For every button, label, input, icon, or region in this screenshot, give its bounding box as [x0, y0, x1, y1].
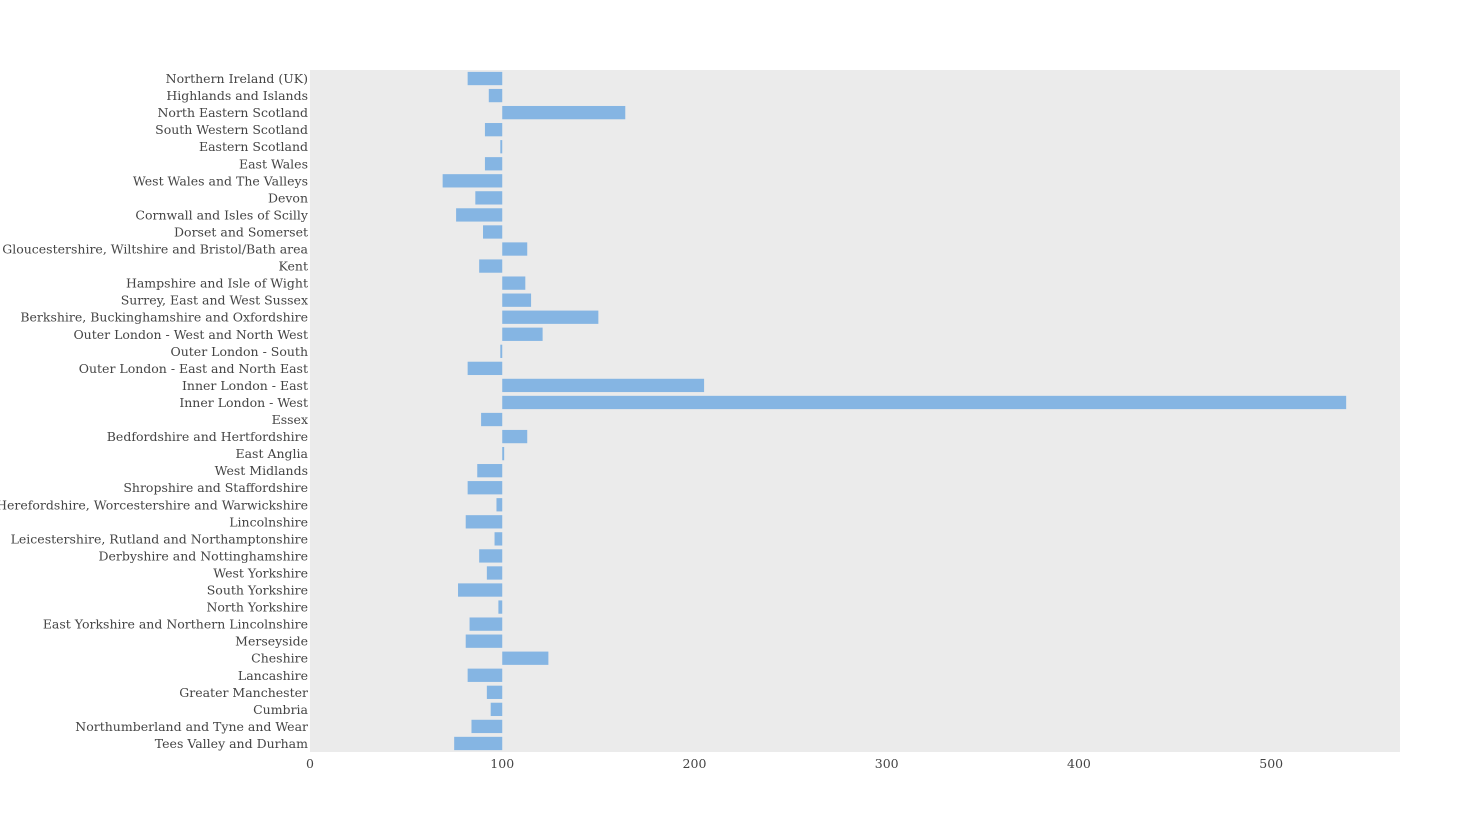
x-tick-label: 400 [1067, 756, 1091, 771]
category-label: West Midlands [215, 463, 308, 478]
category-label: Kent [279, 259, 308, 274]
category-label: Shropshire and Staffordshire [123, 480, 308, 495]
bar-30 [458, 583, 503, 597]
bar-36 [486, 685, 503, 699]
category-label: Cheshire [251, 651, 308, 666]
bar-17 [467, 361, 503, 376]
category-label: Leicestershire, Rutland and Northamptons… [11, 531, 308, 546]
bar-16 [500, 344, 503, 358]
bar-0 [467, 71, 503, 86]
bar-39 [454, 736, 503, 751]
bars-group [442, 71, 1347, 751]
bar-11 [479, 259, 503, 273]
bar-22 [502, 446, 505, 461]
x-tick-label: 500 [1259, 756, 1283, 771]
plot-background [310, 70, 1400, 752]
bar-29 [486, 566, 503, 580]
bar-26 [465, 515, 503, 529]
bar-13 [502, 293, 532, 307]
bar-23 [477, 464, 503, 478]
category-label: Cumbria [253, 702, 308, 717]
category-label: Northumberland and Tyne and Wear [75, 719, 308, 734]
category-label: Inner London - East [182, 378, 308, 393]
bar-19 [502, 395, 1347, 410]
category-label: Hampshire and Isle of Wight [126, 276, 308, 291]
bar-37 [490, 702, 503, 717]
category-label: East Wales [239, 156, 308, 171]
category-label: Outer London - East and North East [79, 361, 308, 376]
bar-31 [498, 600, 503, 614]
category-label: Merseyside [235, 634, 308, 649]
bar-27 [494, 532, 503, 546]
category-label: Outer London - West and North West [73, 327, 308, 342]
category-label: Outer London - South [170, 344, 308, 359]
bar-12 [502, 276, 526, 290]
bar-9 [483, 225, 503, 239]
bar-7 [475, 191, 503, 205]
bar-14 [502, 310, 599, 324]
category-label: Derbyshire and Nottinghamshire [99, 548, 309, 563]
x-tick-label: 300 [875, 756, 899, 771]
bar-1 [488, 88, 503, 103]
category-label: Lincolnshire [229, 514, 308, 529]
bar-18 [502, 378, 705, 393]
x-tick-label: 0 [306, 756, 314, 771]
category-label: Inner London - West [179, 395, 308, 410]
category-label: Berkshire, Buckinghamshire and Oxfordshi… [20, 310, 308, 325]
bar-2 [502, 105, 626, 120]
category-label: Cornwall and Isles of Scilly [135, 207, 309, 222]
category-label: East Anglia [235, 446, 308, 461]
category-labels: Northern Ireland (UK) Highlands and Islan… [0, 71, 309, 751]
bar-4 [500, 140, 503, 154]
category-label: Greater Manchester [179, 685, 308, 700]
bar-15 [502, 327, 543, 341]
category-label: West Wales and The Valleys [133, 173, 308, 188]
category-label: Bedfordshire and Hertfordshire [107, 429, 308, 444]
bar-8 [456, 208, 503, 222]
bar-6 [442, 174, 503, 188]
bar-32 [469, 617, 503, 631]
bar-24 [467, 481, 503, 495]
category-label: Surrey, East and West Sussex [121, 293, 308, 308]
category-label: Eastern Scotland [199, 139, 308, 154]
category-label: Tees Valley and Durham [155, 736, 308, 751]
x-tick-label: 200 [683, 756, 707, 771]
bar-25 [496, 498, 503, 512]
bar-34 [502, 651, 549, 665]
category-label: East Yorkshire and Northern Lincolnshire [43, 617, 308, 632]
category-label: North Yorkshire [206, 600, 308, 615]
x-axis-ticks: 0 100 200 300 400 500 [306, 756, 1283, 771]
bar-5 [484, 157, 503, 171]
bar-3 [484, 123, 503, 137]
category-label: Highlands and Islands [166, 88, 308, 103]
bar-20 [481, 412, 503, 427]
category-label: South Western Scotland [155, 122, 308, 137]
category-label: Essex [272, 412, 308, 427]
category-label: West Yorkshire [213, 565, 308, 580]
bar-38 [471, 719, 503, 734]
x-tick-label: 100 [490, 756, 514, 771]
bar-28 [479, 549, 503, 563]
category-label: South Yorkshire [207, 583, 308, 598]
bar-33 [465, 634, 503, 648]
bar-35 [467, 668, 503, 682]
category-label: Gloucestershire, Wiltshire and Bristol/B… [2, 242, 308, 257]
category-label: North Eastern Scotland [157, 105, 308, 120]
bar-10 [502, 242, 528, 256]
category-label: Herefordshire, Worcestershire and Warwic… [0, 497, 308, 512]
category-label: Lancashire [238, 668, 308, 683]
category-label: Dorset and Somerset [174, 224, 308, 239]
bar-21 [502, 429, 528, 444]
category-label: Devon [268, 190, 308, 205]
category-label: Northern Ireland (UK) [166, 71, 308, 86]
